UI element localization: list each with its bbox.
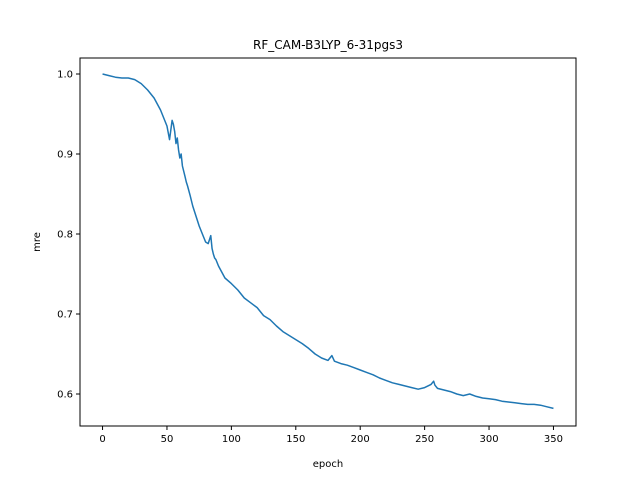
y-tick-label: 0.8: [57, 230, 73, 241]
x-tick-label: 350: [544, 434, 563, 445]
x-tick-label: 150: [286, 434, 305, 445]
x-tick-label: 50: [161, 434, 174, 445]
x-axis-ticks: 0 50 100 150 200 250 300 350: [99, 426, 563, 445]
x-tick-label: 200: [351, 434, 370, 445]
plot-frame: [79, 57, 577, 427]
series-layer: [102, 73, 554, 410]
y-tick-label: 1.0: [57, 70, 73, 81]
y-tick-label: 0.6: [57, 390, 73, 401]
plot-area: [80, 58, 576, 426]
x-tick-label: 100: [222, 434, 241, 445]
y-axis-ticks: 0.6 0.7 0.8 0.9 1.0: [57, 70, 80, 401]
y-tick-label: 0.7: [57, 310, 73, 321]
x-axis-label: epoch: [313, 459, 343, 470]
chart-title: RF_CAM-B3LYP_6-31pgs3: [253, 38, 403, 52]
y-axis-label: mre: [32, 232, 43, 252]
x-tick-label: 300: [479, 434, 498, 445]
x-tick-label: 250: [415, 434, 434, 445]
y-tick-label: 0.9: [57, 150, 73, 161]
x-tick-label: 0: [99, 434, 105, 445]
series-line: [102, 73, 554, 410]
